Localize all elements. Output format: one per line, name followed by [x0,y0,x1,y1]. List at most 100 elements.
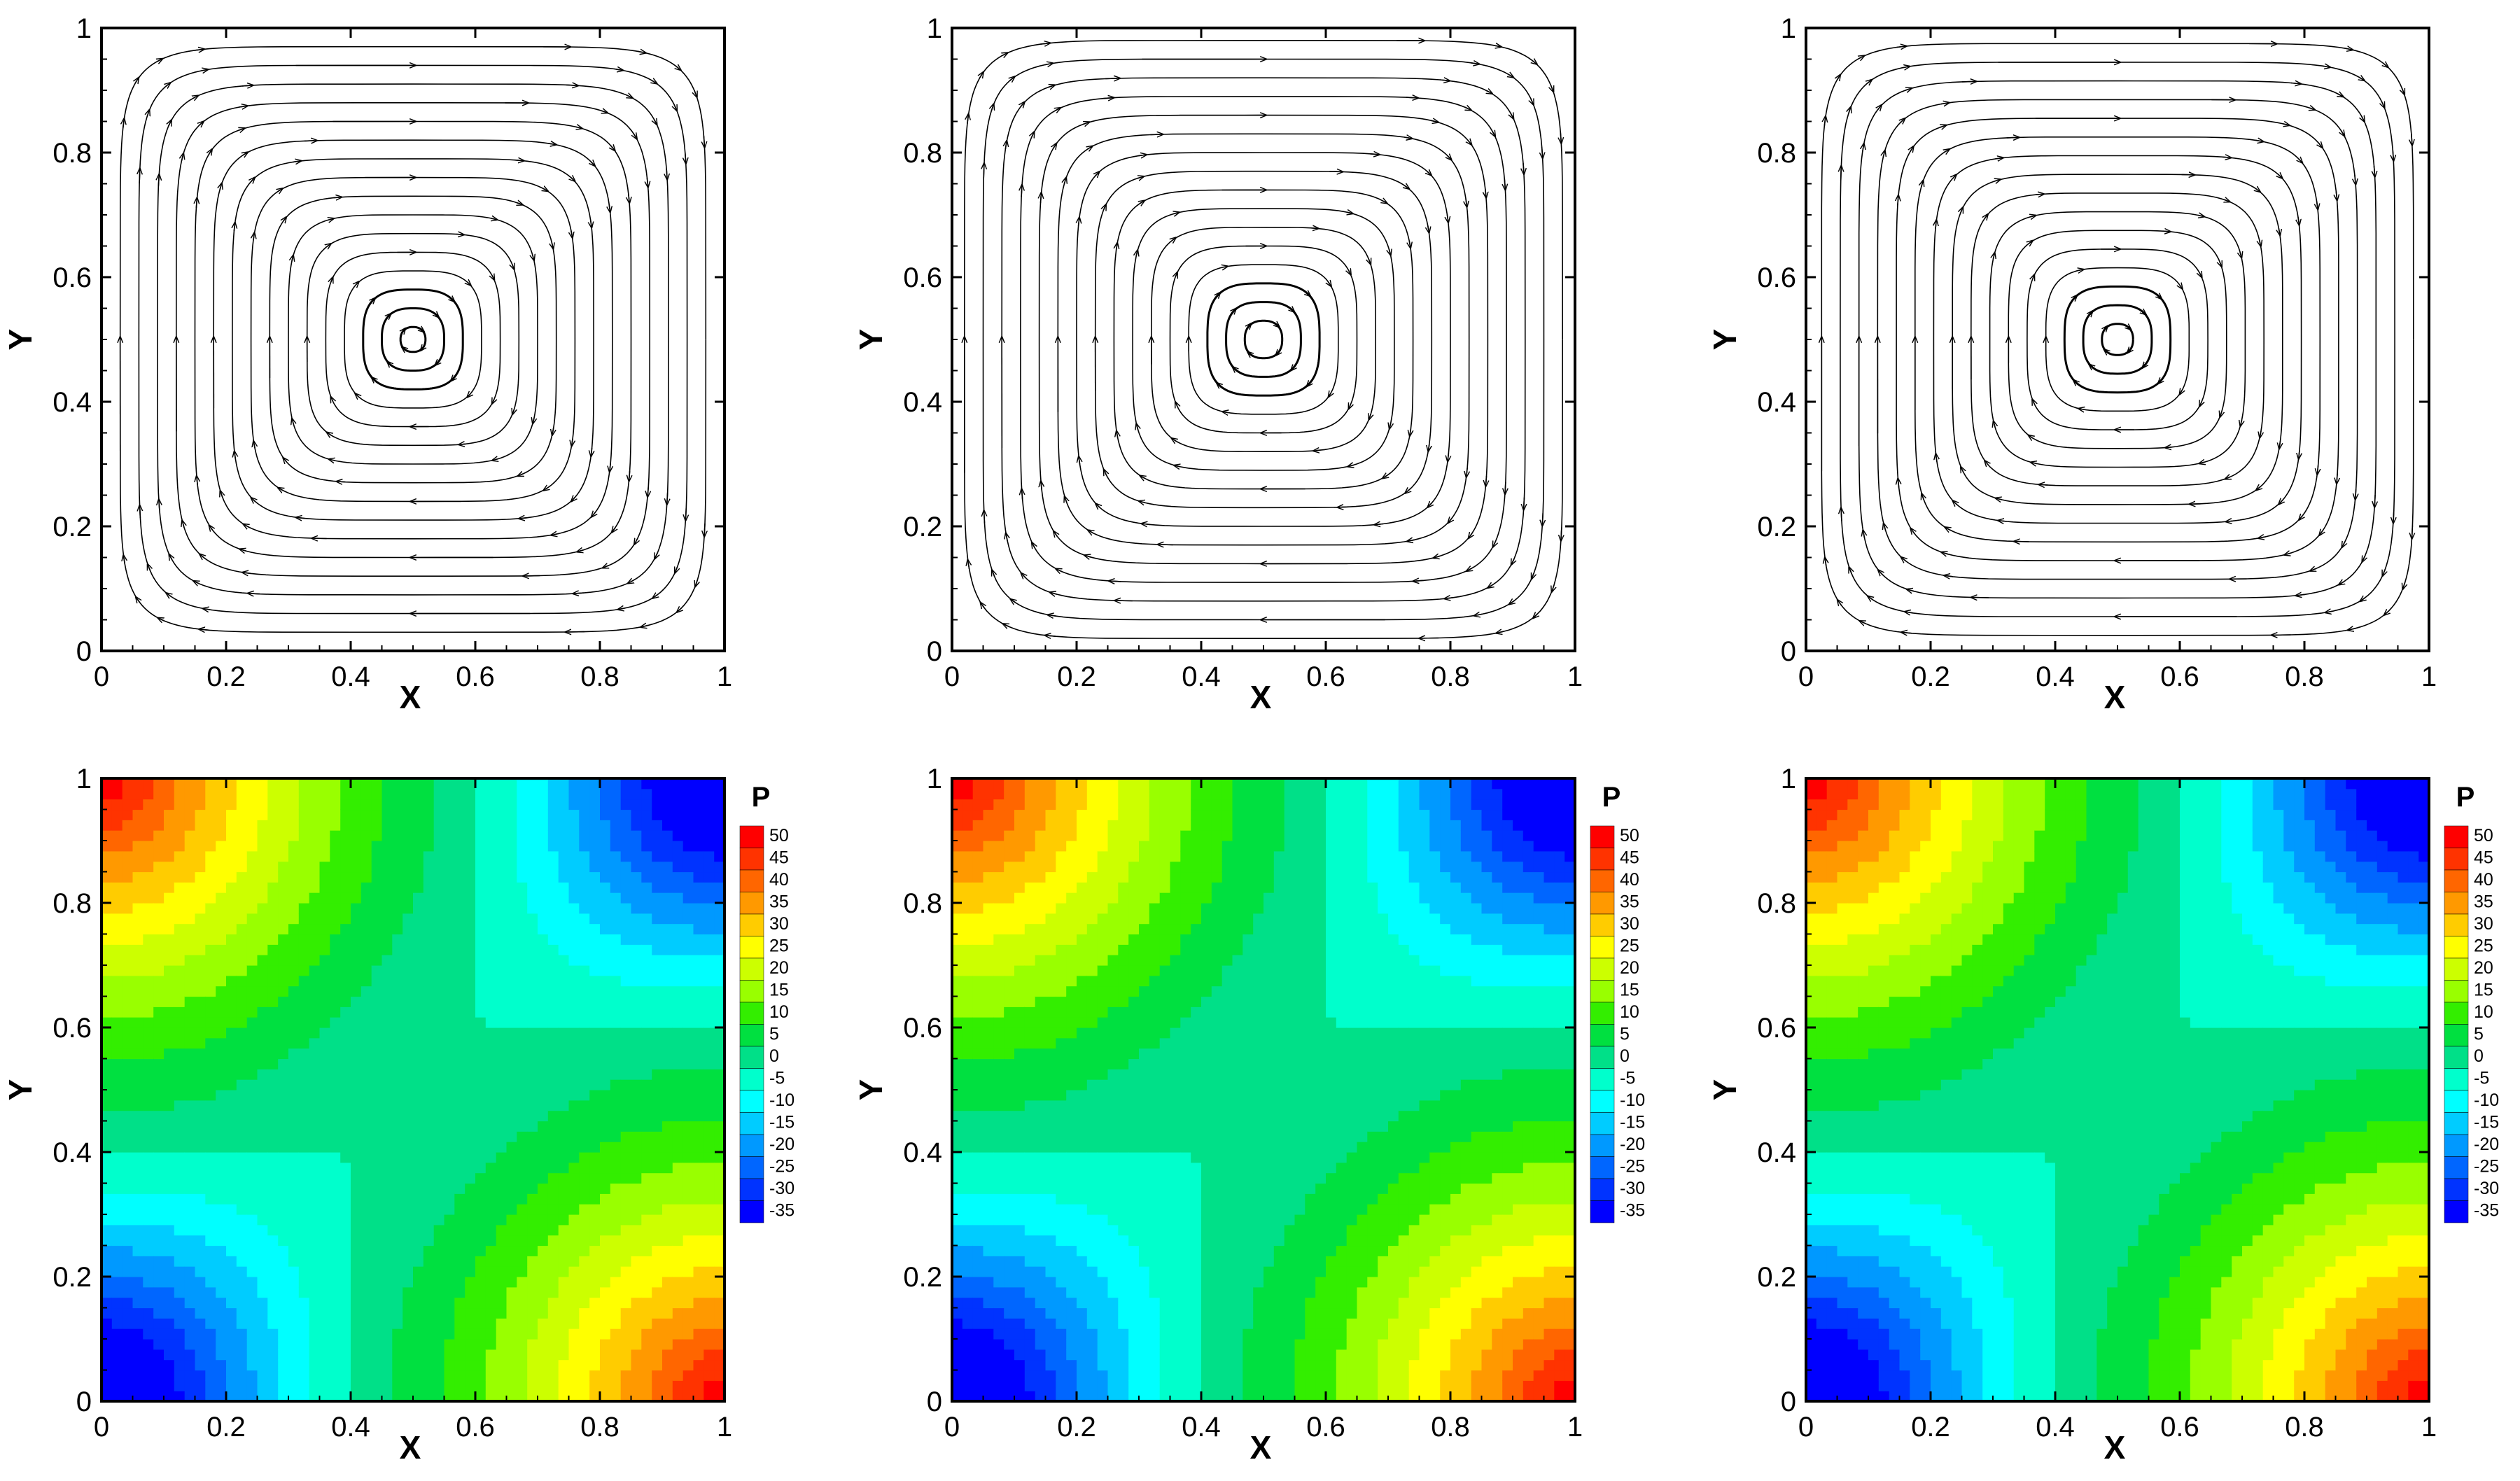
contour-cell [547,778,559,789]
contour-cell [662,955,673,966]
contour-cell [538,913,549,925]
contour-cell [506,985,517,997]
contour-cell [402,1069,414,1080]
contour-cell [278,830,289,841]
contour-cell [205,1152,216,1163]
contour-cell [485,944,497,955]
contour-cell [153,820,164,831]
contour-cell [465,1297,476,1309]
streamline-arrow [2199,273,2201,275]
y-tick-label: 0.6 [52,262,92,293]
contour-cell [351,1307,362,1319]
contour-cell [475,903,486,914]
contour-cell [402,1006,414,1018]
contour-cell [371,809,383,820]
contour-cell [1004,1235,1015,1247]
contour-cell [392,1100,403,1111]
contour-cell [579,830,590,841]
contour-cell [475,882,486,893]
contour-cell [527,1142,538,1153]
contour-cell [641,1307,652,1319]
contour-cell [382,1142,393,1153]
contour-cell [413,1090,424,1101]
contour-cell [465,903,476,914]
contour-cell [589,1266,601,1277]
contour-cell [413,1391,424,1402]
contour-cell [631,1286,642,1298]
contour-cell [641,1142,652,1153]
streamline-arrow [2240,252,2241,255]
contour-cell [568,1266,580,1277]
contour-cell [1014,871,1026,883]
contour-cell [111,1235,123,1247]
streamline-arrow [1466,468,1467,475]
contour-cell [993,1286,1004,1298]
contour-cell [330,1256,341,1267]
contour-cell [1014,1037,1026,1049]
contour-cell [506,1162,517,1174]
contour-cell [1024,1256,1036,1267]
contour-cell [672,1297,684,1309]
streamline [1038,114,1489,565]
contour-cell [672,1328,684,1340]
streamline-arrow [2255,140,2260,141]
contour-cell [538,1172,549,1184]
contour-cell [382,1214,393,1226]
contour-cell [641,871,652,883]
contour-cell [340,1224,351,1236]
contour-cell [195,1048,206,1060]
contour-cell [672,1204,684,1215]
contour-cell [972,1037,984,1049]
contour-cell [1004,944,1015,955]
contour-cell [319,778,330,789]
contour-cell [267,1245,279,1256]
contour-cell [952,1017,963,1028]
contour-cell [423,934,435,945]
contour-cell [351,1286,362,1298]
contour-cell [402,1090,414,1101]
contour-cell [444,1131,455,1142]
legend-swatch [739,1068,764,1091]
contour-cell [517,788,528,800]
contour-cell [246,882,258,893]
contour-cell [340,1307,351,1319]
x-tick-label: 0 [1798,661,1814,692]
contour-cell [538,1162,549,1174]
contour-cell [330,1100,341,1111]
contour-cell [164,1017,175,1028]
contour-cell [444,1027,455,1039]
streamline-arrow [679,608,682,611]
contour-cell [568,778,580,789]
contour-cell [392,1069,403,1080]
contour-cell [267,903,279,914]
contour-cell [714,1359,725,1371]
contour-cell [122,1391,134,1402]
contour-cell [309,841,321,852]
contour-cell [693,903,704,914]
streamline-arrow [493,399,494,401]
streamline-arrow [1329,283,1330,284]
contour-cell [652,1172,663,1184]
contour-cell [485,1110,497,1122]
contour-cell [288,1339,300,1350]
contour-cell [246,1235,258,1247]
contour-cell [205,913,216,925]
contour-cell [153,913,164,925]
contour-cell [195,913,206,925]
x-axis-title: X [400,679,421,715]
contour-cell [111,841,123,852]
contour-cell [226,1006,237,1018]
contour-cell [382,1006,393,1018]
contour-cell [122,861,134,873]
contour-cell [164,1380,175,1391]
contour-cell [382,996,393,1007]
contour-cell [485,1193,497,1205]
contour-cell [433,1162,445,1174]
contour-cell [205,1048,216,1060]
contour-cell [496,1224,507,1236]
contour-cell [652,955,663,966]
contour-cell [993,1359,1004,1371]
contour-cell [579,850,590,862]
contour-cell [682,1256,694,1267]
contour-cell [444,830,455,841]
